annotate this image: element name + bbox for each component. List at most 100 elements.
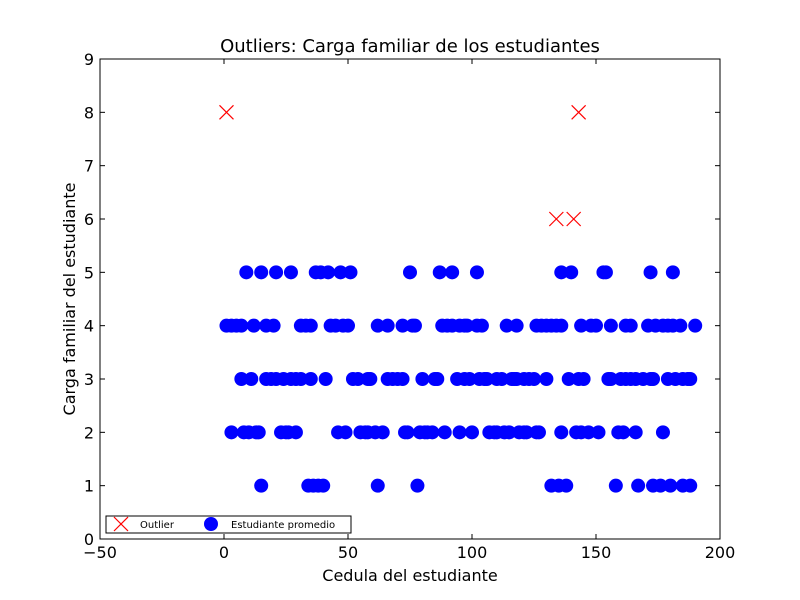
average-student-point	[591, 425, 606, 440]
average-student-point	[616, 425, 631, 440]
average-student-point	[631, 478, 646, 493]
average-student-point	[474, 318, 489, 333]
average-student-point	[462, 372, 477, 386]
average-student-point	[370, 478, 385, 493]
average-student-point	[581, 425, 596, 440]
average-student-point	[509, 318, 524, 333]
legend-frame	[105, 515, 352, 534]
average-student-point	[479, 372, 494, 386]
average-student-point	[410, 478, 425, 493]
x-tick-label: 0	[219, 543, 229, 562]
data-marks	[219, 104, 703, 493]
outlier-stroke	[219, 104, 234, 120]
average-student-point	[363, 372, 378, 386]
average-student-point	[554, 265, 569, 280]
average-student-point	[531, 425, 546, 440]
legend-average-label: Estudiante promedio	[231, 520, 335, 531]
legend-outlier-stroke-b	[113, 516, 129, 532]
y-tick-label: 2	[84, 423, 94, 442]
average-student-point	[683, 478, 698, 493]
average-student-point	[316, 478, 331, 493]
average-student-point	[380, 318, 395, 333]
average-student-point	[318, 372, 333, 386]
y-tick-label: 1	[84, 477, 94, 496]
average-student-point	[425, 425, 440, 440]
average-student-point	[502, 425, 517, 440]
average-student-point	[623, 318, 638, 333]
average-student-point	[333, 265, 348, 280]
legend-average-marker	[204, 517, 218, 531]
average-student-point	[653, 478, 668, 493]
legend: Outlier Estudiante promedio	[105, 515, 352, 534]
average-student-point	[303, 372, 318, 386]
average-student-point	[688, 318, 703, 333]
average-student-point	[432, 265, 447, 280]
average-student-point	[239, 265, 254, 280]
average-student-point	[673, 318, 688, 333]
average-student-point	[452, 425, 467, 440]
average-student-point	[469, 265, 484, 280]
x-tick-label: 150	[581, 543, 612, 562]
outlier-stroke	[548, 211, 564, 227]
x-tick-label: 100	[457, 543, 488, 562]
average-student-point	[246, 318, 261, 333]
average-student-point	[564, 265, 579, 280]
average-student-point	[403, 265, 417, 280]
plot-frame	[99, 58, 721, 540]
average-student-point	[494, 372, 509, 386]
average-student-point	[254, 265, 269, 280]
outlier-point	[548, 211, 564, 227]
average-student-point	[437, 425, 452, 440]
y-tick-label: 3	[84, 370, 94, 389]
average-student-point	[665, 265, 680, 280]
x-axis-ticks: −50 0 50 100 150 200	[83, 59, 735, 562]
average-student-point	[499, 318, 514, 333]
average-student-point	[395, 372, 410, 386]
average-student-point	[400, 425, 415, 440]
y-tick-label: 0	[84, 530, 94, 549]
average-student-point	[598, 265, 613, 280]
average-student-point	[561, 372, 576, 386]
average-student-point	[321, 265, 336, 280]
average-student-point	[370, 318, 385, 333]
average-student-point	[465, 425, 479, 440]
average-student-point	[655, 425, 670, 440]
average-student-point	[266, 318, 281, 333]
average-student-point	[375, 425, 390, 440]
average-student-point	[589, 318, 603, 333]
outlier-point	[219, 104, 234, 120]
y-tick-label: 4	[84, 317, 94, 336]
average-student-point	[608, 478, 623, 493]
average-student-point	[269, 265, 284, 280]
average-student-point	[254, 478, 269, 493]
average-student-point	[603, 318, 618, 333]
average-student-point	[341, 318, 355, 333]
x-tick-label: 50	[338, 543, 358, 562]
average-student-point	[445, 265, 460, 280]
outlier-point	[566, 211, 582, 227]
average-student-point	[646, 372, 661, 386]
average-student-point	[539, 372, 554, 386]
legend-outlier-label: Outlier	[140, 520, 175, 531]
average-student-point	[338, 425, 353, 440]
average-student-point	[415, 372, 430, 386]
outlier-point	[571, 104, 587, 120]
y-tick-label: 5	[84, 263, 94, 282]
average-student-point	[288, 425, 303, 440]
average-student-point	[395, 318, 410, 333]
average-student-point	[350, 372, 365, 386]
chart-title: Outliers: Carga familiar de los estudian…	[220, 36, 600, 57]
average-student-point	[430, 372, 445, 386]
average-student-point	[554, 425, 569, 440]
y-tick-label: 9	[84, 50, 94, 69]
average-student-point	[628, 425, 643, 440]
average-student-point	[554, 318, 569, 333]
x-tick-label: 200	[705, 543, 736, 562]
average-student-point	[293, 372, 308, 386]
y-tick-label: 6	[84, 210, 94, 229]
average-student-point	[576, 372, 591, 386]
average-student-point	[234, 372, 249, 386]
y-tick-label: 7	[84, 157, 94, 176]
average-student-point	[251, 425, 266, 440]
